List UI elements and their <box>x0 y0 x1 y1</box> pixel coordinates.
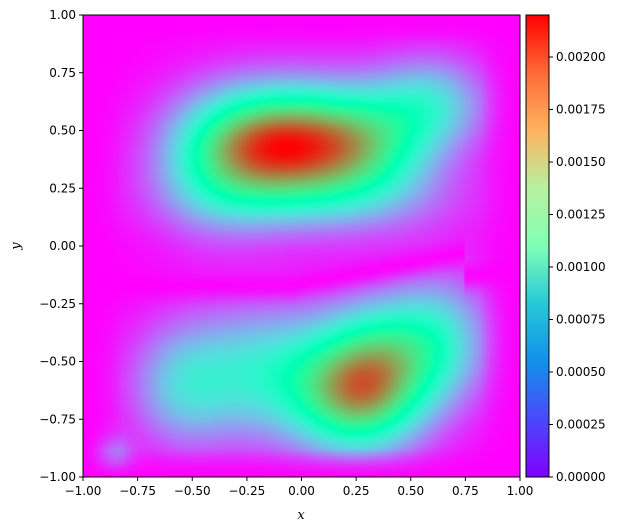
x-tick-label: −0.75 <box>119 484 156 498</box>
x-tick-label: 0.25 <box>343 484 370 498</box>
y-axis-label: y <box>9 242 24 251</box>
y-tick-label: 1.00 <box>49 8 76 22</box>
y-axis: −1.00 −0.75 −0.50 −0.25 0.00 0.25 0.50 0.75 1.00 <box>39 8 83 484</box>
x-tick-label: −1.00 <box>65 484 102 498</box>
colorbar-tick-label: 0.00100 <box>556 260 606 274</box>
x-tick-label: 0.50 <box>397 484 424 498</box>
y-tick-label: 0.25 <box>49 181 76 195</box>
x-tick-label: −0.50 <box>174 484 211 498</box>
colorbar-tick-label: 0.00150 <box>556 155 606 169</box>
colorbar-ticks: 0.00000 0.00025 0.00050 0.00075 0.00100 0.001… <box>549 50 606 484</box>
y-tick-label: −0.25 <box>39 297 76 311</box>
density-heatmap <box>83 15 520 477</box>
x-tick-label: 0.00 <box>288 484 315 498</box>
colorbar-tick-label: 0.00050 <box>556 365 606 379</box>
y-tick-label: 0.75 <box>49 66 76 80</box>
y-tick-label: 0.00 <box>49 239 76 253</box>
colorbar-tick-label: 0.00175 <box>556 103 606 117</box>
colorbar-tick-label: 0.00200 <box>556 50 606 64</box>
colorbar-tick-label: 0.00075 <box>556 313 606 327</box>
x-tick-label: 0.75 <box>452 484 479 498</box>
colorbar: 0.00000 0.00025 0.00050 0.00075 0.00100 0.001… <box>525 14 606 484</box>
x-tick-label: 1.00 <box>507 484 534 498</box>
colorbar-tick-label: 0.00000 <box>556 470 606 484</box>
plot-area <box>82 14 521 478</box>
y-tick-label: −0.75 <box>39 412 76 426</box>
x-tick-label: −0.25 <box>228 484 265 498</box>
y-tick-label: 0.50 <box>49 124 76 138</box>
y-tick-label: −0.50 <box>39 355 76 369</box>
colorbar-gradient <box>525 14 550 478</box>
x-axis-label: x <box>297 508 305 523</box>
x-axis: −1.00 −0.75 −0.50 −0.25 0.00 0.25 0.50 0.75 1.00 <box>65 477 534 498</box>
colorbar-tick-label: 0.00025 <box>556 418 606 432</box>
y-tick-label: −1.00 <box>39 470 76 484</box>
colorbar-tick-label: 0.00125 <box>556 208 606 222</box>
